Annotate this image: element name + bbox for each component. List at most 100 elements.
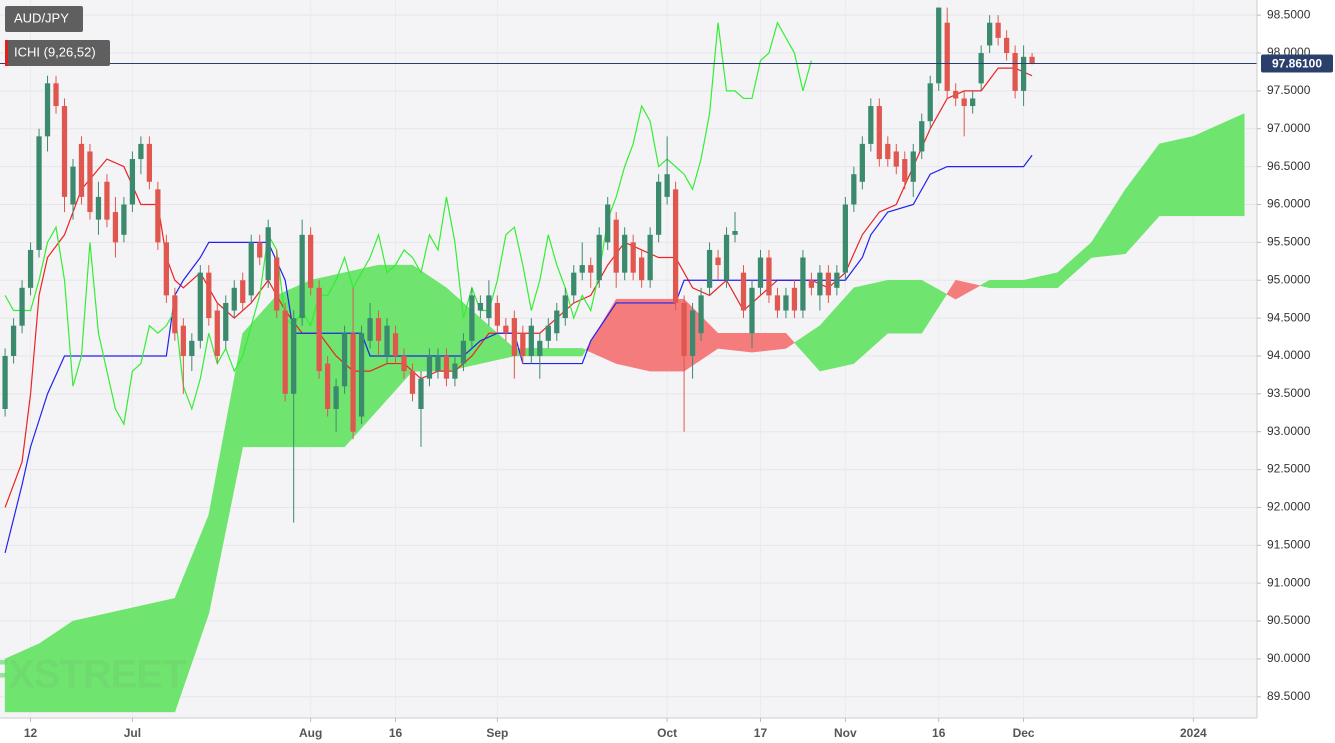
x-tick-label: 16 [932,726,946,740]
candle-body [443,355,450,379]
y-tick-label: 98.5000 [1267,7,1311,21]
candle-body [223,302,229,341]
candle-body [53,83,59,107]
candle-body [944,22,950,91]
candle-body [180,325,186,356]
cloud-segment [1159,136,1194,217]
watermark: FXSTREET [0,653,186,697]
candle-body [19,287,25,326]
candle-body [2,355,8,409]
cloud-segment [581,348,587,357]
y-tick-label: 92.5000 [1267,462,1311,476]
candle-body [681,302,687,356]
candle-body [571,272,577,296]
candle-body [341,333,348,387]
candle-body [537,340,543,356]
candle-body [375,318,382,341]
candle-body [715,257,721,266]
candle-body [426,355,433,379]
candle-body [834,272,840,288]
candle-body [859,143,865,182]
candle-body [876,106,882,160]
candle-body [324,363,331,409]
candle-body [978,53,984,84]
indicator-line [4,21,812,426]
candle-body [893,151,899,167]
candles [2,7,1035,523]
y-tick-label: 91.0000 [1267,575,1311,589]
candle-body [282,310,288,394]
candle-body [740,272,747,311]
candle-body [919,121,925,152]
candle-body [36,136,42,250]
candle-body [231,287,237,311]
candle-body [851,174,857,205]
candle-body [528,325,534,356]
candle-body [800,257,806,311]
candle-body [766,257,772,296]
candle-body [503,325,509,334]
candle-body [401,355,407,372]
candle-body [689,310,696,356]
indicator-line [4,154,1033,554]
candle-body [460,340,467,364]
candle-body [902,159,908,182]
y-tick-label: 93.0000 [1267,424,1311,438]
candle-body [392,333,399,356]
candle-body [333,386,339,409]
candle-body [274,257,280,311]
candle-body [613,219,619,273]
candle-body [596,234,602,281]
candle-body [129,159,136,205]
symbol-label: AUD/JPY [14,10,69,25]
cloud-segment [955,279,981,300]
candle-body [749,287,755,334]
y-tick-label: 94.5000 [1267,310,1311,324]
cloud-segment [785,332,795,349]
candle-body [477,302,484,311]
candle-body [291,318,297,394]
candle-body [511,318,517,356]
cloud-segment [1193,120,1228,217]
cloud-segment [649,298,685,372]
candle-body [265,227,271,281]
candle-body [138,143,144,160]
candle-body [95,196,102,220]
candle-body [622,234,628,273]
candle-body [562,295,568,319]
candle-body [520,333,526,356]
candle-body [868,106,874,144]
candle-body [605,204,611,243]
candle-body [409,371,416,394]
candle-body [987,22,993,46]
candle-body [10,325,17,356]
candle-body [774,295,781,311]
candle-body [961,98,967,107]
candle-body [87,151,93,213]
candle-body [350,333,356,432]
price-label-box [1261,54,1333,73]
y-tick-label: 90.5000 [1267,613,1311,627]
candle-body [953,90,959,99]
candle-body [299,234,305,319]
candle-body [639,257,645,281]
candle-body [698,295,704,334]
y-tick-label: 90.0000 [1267,651,1311,665]
candle-body [655,181,662,235]
x-tick-label: 16 [389,726,403,740]
candle-body [27,249,34,288]
x-tick-label: Sep [486,726,508,740]
indicator-box [5,40,110,66]
candle-body [384,325,390,356]
candle-body [486,295,492,319]
x-tick-label: Dec [1013,726,1035,740]
y-tick-label: 94.0000 [1267,348,1311,362]
y-tick-label: 93.5000 [1267,386,1311,400]
candle-body [44,83,51,137]
candle-body [61,106,68,197]
candle-body [121,204,127,235]
indicator-lines [4,21,1033,554]
candle-body [723,234,730,281]
candle-body [172,295,178,334]
